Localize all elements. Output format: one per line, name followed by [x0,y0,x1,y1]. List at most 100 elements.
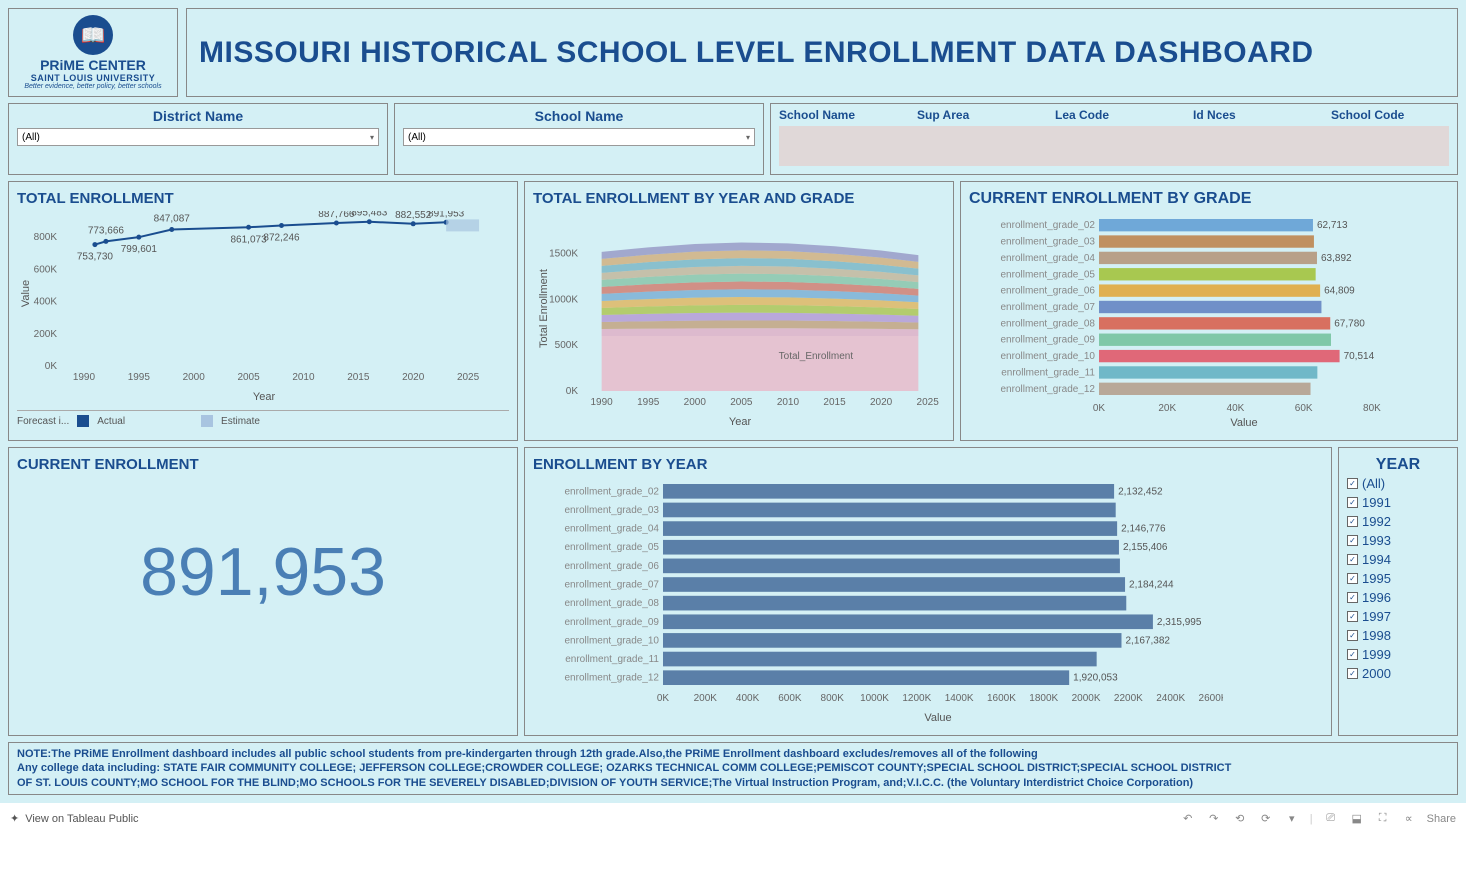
svg-text:enrollment_grade_11: enrollment_grade_11 [1001,367,1095,378]
district-filter-label: District Name [17,108,379,124]
total-enrollment-chart[interactable]: 0K200K400K600K800K1990199520002005201020… [17,211,511,406]
svg-text:2020: 2020 [870,397,893,408]
header-row: 📖 PRiME CENTER SAINT LOUIS UNIVERSITY Be… [8,8,1458,97]
checkbox-icon: ✓ [1347,630,1358,641]
svg-text:2,167,382: 2,167,382 [1125,635,1170,646]
svg-text:2005: 2005 [237,372,260,383]
svg-text:891,953: 891,953 [428,211,465,219]
svg-text:2010: 2010 [292,372,315,383]
checkbox-icon: ✓ [1347,611,1358,622]
svg-text:2600K: 2600K [1199,693,1223,704]
svg-text:2015: 2015 [347,372,370,383]
col-id-nces: Id Nces [1193,108,1311,122]
svg-text:1400K: 1400K [945,693,974,704]
total-enrollment-legend: Forecast i... Actual Estimate [17,410,509,427]
svg-text:enrollment_grade_03: enrollment_grade_03 [564,505,659,516]
year-item-1995[interactable]: ✓1995 [1347,569,1449,588]
year-item-1996[interactable]: ✓1996 [1347,588,1449,607]
svg-text:enrollment_grade_09: enrollment_grade_09 [564,617,659,628]
enrollment-by-year-panel: ENROLLMENT BY YEAR enrollment_grade_022,… [524,447,1332,736]
svg-text:enrollment_grade_05: enrollment_grade_05 [564,542,659,553]
download-icon[interactable]: ⬓ [1349,811,1365,827]
fullscreen-icon[interactable]: ⛶ [1375,811,1391,827]
svg-text:2025: 2025 [457,372,480,383]
filter-row: District Name (All) School Name (All) Sc… [8,103,1458,175]
svg-text:2015: 2015 [823,397,846,408]
svg-text:773,666: 773,666 [88,225,125,236]
view-on-tableau-link[interactable]: ✦ View on Tableau Public [10,812,139,825]
redo-icon[interactable]: ↷ [1206,811,1222,827]
view-on-tableau-text: View on Tableau Public [25,813,138,825]
current-by-grade-panel: CURRENT ENROLLMENT BY GRADE enrollment_g… [960,181,1458,441]
district-filter-select[interactable]: (All) [17,128,379,146]
svg-text:Value: Value [20,280,32,307]
current-by-grade-chart[interactable]: enrollment_grade_0262,713enrollment_grad… [969,212,1439,432]
col-lea-code: Lea Code [1055,108,1173,122]
svg-text:63,892: 63,892 [1321,253,1352,264]
refresh-icon[interactable]: ⟳ [1258,811,1274,827]
svg-text:enrollment_grade_12: enrollment_grade_12 [564,673,659,684]
device-icon[interactable]: ⎚ [1323,811,1339,827]
svg-text:1200K: 1200K [902,693,931,704]
year-item-1991[interactable]: ✓1991 [1347,493,1449,512]
svg-text:0K: 0K [657,693,670,704]
svg-text:1000K: 1000K [860,693,889,704]
svg-text:2,155,406: 2,155,406 [1123,542,1168,553]
dropdown-icon[interactable]: ▾ [1284,811,1300,827]
svg-text:enrollment_grade_09: enrollment_grade_09 [1000,335,1095,346]
school-filter-box: School Name (All) [394,103,764,175]
svg-text:Year: Year [729,416,752,428]
enrollment-by-year-chart[interactable]: enrollment_grade_022,132,452enrollment_g… [533,477,1223,727]
year-item-1992[interactable]: ✓1992 [1347,512,1449,531]
year-item-1998[interactable]: ✓1998 [1347,626,1449,645]
checkbox-icon: ✓ [1347,535,1358,546]
svg-text:1990: 1990 [73,372,96,383]
footer-toolbar: ↶ ↷ ⟲ ⟳ ▾ | ⎚ ⬓ ⛶ ∝ Share [1180,811,1456,827]
revert-icon[interactable]: ⟲ [1232,811,1248,827]
current-enrollment-panel: CURRENT ENROLLMENT 891,953 [8,447,518,736]
checkbox-icon: ✓ [1347,592,1358,603]
svg-text:enrollment_grade_02: enrollment_grade_02 [1000,220,1095,231]
year-item-1993[interactable]: ✓1993 [1347,531,1449,550]
svg-text:enrollment_grade_05: enrollment_grade_05 [1000,269,1095,280]
total-by-year-grade-chart[interactable]: 0K500K1000K1500K199019952000200520102015… [533,211,947,431]
logo-icon: 📖 [73,15,113,55]
svg-text:2400K: 2400K [1156,693,1185,704]
undo-icon[interactable]: ↶ [1180,811,1196,827]
year-item-1999[interactable]: ✓1999 [1347,645,1449,664]
checkbox-icon: ✓ [1347,516,1358,527]
svg-text:1995: 1995 [637,397,660,408]
svg-text:2,184,244: 2,184,244 [1129,580,1174,591]
school-filter-label: School Name [403,108,755,124]
note-box: NOTE:The PRiME Enrollment dashboard incl… [8,742,1458,795]
svg-text:400K: 400K [34,297,58,308]
year-item-2000[interactable]: ✓2000 [1347,664,1449,683]
year-item-(All)[interactable]: ✓(All) [1347,474,1449,493]
svg-text:753,730: 753,730 [77,252,114,263]
svg-text:861,073: 861,073 [230,234,267,245]
year-item-1997[interactable]: ✓1997 [1347,607,1449,626]
svg-text:Total Enrollment: Total Enrollment [538,269,550,348]
info-table-body [779,126,1449,166]
svg-text:2200K: 2200K [1114,693,1143,704]
svg-text:2020: 2020 [402,372,425,383]
school-filter-select[interactable]: (All) [403,128,755,146]
current-by-grade-title: CURRENT ENROLLMENT BY GRADE [969,190,1449,208]
svg-text:2,146,776: 2,146,776 [1121,524,1166,535]
svg-text:400K: 400K [736,693,760,704]
district-filter-box: District Name (All) [8,103,388,175]
svg-text:0K: 0K [1093,403,1106,414]
svg-text:enrollment_grade_08: enrollment_grade_08 [1000,318,1095,329]
svg-text:1500K: 1500K [549,249,578,260]
year-item-1994[interactable]: ✓1994 [1347,550,1449,569]
year-filter-title: YEAR [1347,456,1449,474]
svg-text:887,766: 887,766 [318,211,355,220]
svg-text:799,601: 799,601 [121,244,158,255]
share-text[interactable]: Share [1427,813,1456,825]
note-line-2: Any college data including: STATE FAIR C… [17,761,1449,775]
logo-text-2: SAINT LOUIS UNIVERSITY [31,73,156,83]
share-icon[interactable]: ∝ [1401,811,1417,827]
svg-text:enrollment_grade_06: enrollment_grade_06 [1000,286,1095,297]
total-by-year-grade-panel: TOTAL ENROLLMENT BY YEAR AND GRADE 0K500… [524,181,954,441]
footer-bar: ✦ View on Tableau Public ↶ ↷ ⟲ ⟳ ▾ | ⎚ ⬓… [0,803,1466,835]
